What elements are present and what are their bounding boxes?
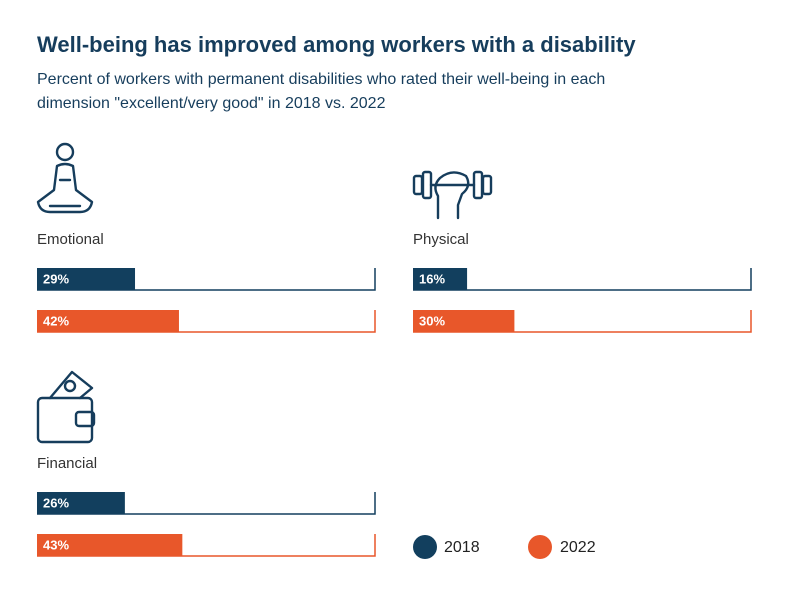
value-label: 30% bbox=[419, 313, 445, 328]
bar bbox=[37, 310, 179, 332]
bar bbox=[37, 492, 125, 514]
subtitle-line: Percent of workers with permanent disabi… bbox=[37, 71, 605, 88]
legend-swatch bbox=[528, 535, 552, 559]
bar bbox=[37, 268, 136, 290]
physical-icon bbox=[412, 170, 493, 220]
value-label: 26% bbox=[43, 495, 69, 510]
category-label: Financial bbox=[37, 455, 97, 472]
track bbox=[37, 492, 376, 515]
value-label: 29% bbox=[43, 271, 69, 286]
bar bbox=[413, 268, 468, 290]
legend-label: 2022 bbox=[560, 539, 596, 556]
bar bbox=[37, 534, 183, 556]
subtitle-line: dimension "excellent/very good" in 2018 … bbox=[37, 95, 386, 112]
bar bbox=[413, 310, 515, 332]
value-label: 16% bbox=[419, 271, 445, 286]
emotional-icon bbox=[36, 142, 94, 214]
legend-swatch bbox=[413, 535, 437, 559]
track bbox=[413, 268, 752, 291]
category-label: Physical bbox=[413, 231, 469, 248]
chart-subtitle: Percent of workers with permanent disabi… bbox=[37, 71, 605, 112]
track bbox=[37, 268, 376, 291]
value-label: 43% bbox=[43, 537, 69, 552]
financial-icon bbox=[36, 370, 96, 444]
category-label: Emotional bbox=[37, 231, 104, 248]
legend-label: 2018 bbox=[444, 539, 480, 556]
value-label: 42% bbox=[43, 313, 69, 328]
track bbox=[413, 310, 752, 333]
chart-title: Well-being has improved among workers wi… bbox=[37, 32, 636, 57]
